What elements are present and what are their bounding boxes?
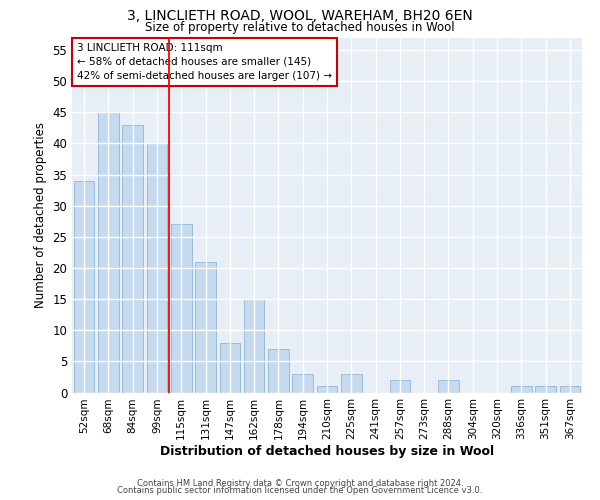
Bar [171, 224, 191, 392]
Bar [146, 144, 167, 392]
Text: Contains public sector information licensed under the Open Government Licence v3: Contains public sector information licen… [118, 486, 482, 495]
Bar [389, 380, 410, 392]
Bar [560, 386, 580, 392]
Bar [98, 112, 119, 392]
Y-axis label: Number of detached properties: Number of detached properties [34, 122, 47, 308]
Bar [511, 386, 532, 392]
Bar [317, 386, 337, 392]
X-axis label: Distribution of detached houses by size in Wool: Distribution of detached houses by size … [160, 445, 494, 458]
Text: 3 LINCLIETH ROAD: 111sqm
← 58% of detached houses are smaller (145)
42% of semi-: 3 LINCLIETH ROAD: 111sqm ← 58% of detach… [77, 43, 332, 81]
Bar [122, 124, 143, 392]
Text: Contains HM Land Registry data © Crown copyright and database right 2024.: Contains HM Land Registry data © Crown c… [137, 478, 463, 488]
Bar [292, 374, 313, 392]
Bar [220, 342, 240, 392]
Text: 3, LINCLIETH ROAD, WOOL, WAREHAM, BH20 6EN: 3, LINCLIETH ROAD, WOOL, WAREHAM, BH20 6… [127, 9, 473, 23]
Bar [438, 380, 459, 392]
Bar [535, 386, 556, 392]
Text: Size of property relative to detached houses in Wool: Size of property relative to detached ho… [145, 21, 455, 34]
Bar [268, 349, 289, 393]
Bar [74, 180, 94, 392]
Bar [244, 299, 265, 392]
Bar [341, 374, 362, 392]
Bar [195, 262, 216, 392]
